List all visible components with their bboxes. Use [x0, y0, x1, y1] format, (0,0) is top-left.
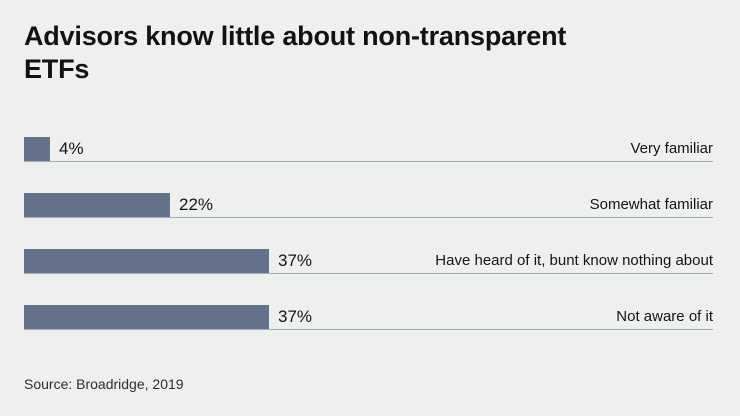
bar: [24, 249, 269, 273]
chart-row: 4% Very familiar: [24, 106, 713, 162]
bar-chart: 4% Very familiar 22% Somewhat familiar 3…: [24, 106, 713, 330]
row-baseline: [24, 329, 713, 330]
chart-title: Advisors know little about non-transpare…: [24, 21, 567, 84]
row-baseline: [24, 217, 713, 218]
bar-category-label: Very familiar: [630, 140, 713, 157]
bar-category-label: Have heard of it, bunt know nothing abou…: [435, 252, 713, 269]
bar-value-label: 22%: [179, 195, 214, 214]
chart-row: 37% Not aware of it: [24, 274, 713, 330]
chart-row: 37% Have heard of it, bunt know nothing …: [24, 218, 713, 274]
row-baseline: [24, 273, 713, 274]
bar-value-label: 4%: [59, 139, 84, 158]
source-note: Source: Broadridge, 2019: [24, 376, 184, 392]
bar: [24, 305, 269, 329]
bar-category-label: Not aware of it: [616, 308, 713, 325]
bar: [24, 193, 170, 217]
chart-row: 22% Somewhat familiar: [24, 162, 713, 218]
bar-value-label: 37%: [278, 251, 313, 270]
bar-category-label: Somewhat familiar: [589, 196, 713, 213]
bar-value-label: 37%: [278, 307, 313, 326]
bar: [24, 137, 50, 161]
row-baseline: [24, 161, 713, 162]
